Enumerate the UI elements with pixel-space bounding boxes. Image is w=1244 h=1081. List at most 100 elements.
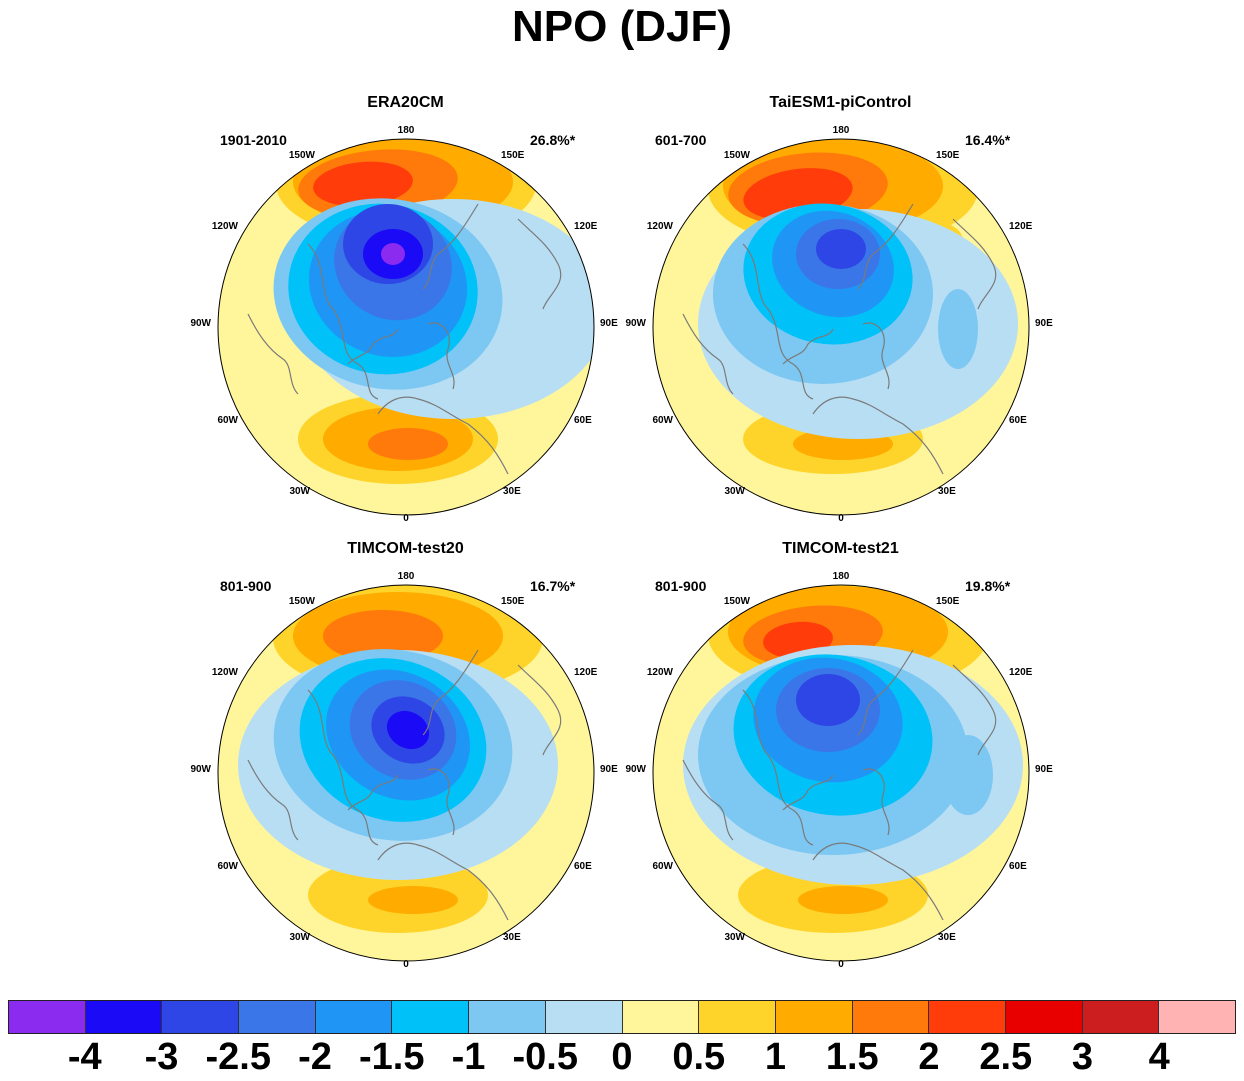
- colorbar-swatch: [929, 1001, 1006, 1033]
- map-boundary: [217, 138, 595, 516]
- contour-region: [381, 243, 405, 265]
- panel-variance: 16.4%*: [965, 132, 1011, 148]
- colorbar-swatch: [1159, 1001, 1235, 1033]
- longitude-label: 150W: [724, 596, 751, 607]
- longitude-label: 0: [838, 513, 844, 524]
- longitude-label: 30E: [938, 486, 956, 497]
- contour-region: [796, 674, 860, 726]
- longitude-label: 60E: [574, 415, 592, 426]
- coastline: [247, 313, 299, 395]
- longitude-label: 60W: [652, 415, 673, 426]
- colorbar-tick-label: -2.5: [205, 1036, 271, 1078]
- coastline: [862, 768, 890, 836]
- colorbar-tick-label: 3: [1071, 1036, 1094, 1078]
- longitude-label: 120W: [647, 667, 674, 678]
- longitude-label: 30E: [938, 932, 956, 943]
- contour-region: [368, 428, 448, 460]
- coastline: [857, 649, 914, 736]
- colorbar-swatch: [85, 1001, 163, 1033]
- coastline: [862, 322, 890, 390]
- panel-period: 801-900: [220, 578, 272, 594]
- field-layer: [218, 585, 594, 961]
- colorbar-labels: -4 -3 -2.5 -2 -1.5 -1 -0.5 0 0.5 1 1.5 2 2.5 3 4: [0, 1036, 1244, 1081]
- longitude-label: 0: [403, 513, 409, 524]
- polar-map: 180 0 150W 120W 90W 60W 30W 150E 120E 90E 60E 30E: [625, 571, 1053, 970]
- contour-region: [386, 710, 430, 750]
- longitude-label: 0: [403, 959, 409, 970]
- colorbar-swatch: [469, 1001, 546, 1033]
- longitude-label: 30W: [724, 932, 745, 943]
- longitude-label: 90E: [1035, 764, 1053, 775]
- contour-region: [943, 735, 993, 815]
- longitude-label: 120W: [212, 221, 239, 232]
- polar-map: 180 0 150W 120W 90W 60W 30W 150E 120E 90E 60E 30E: [625, 125, 1053, 524]
- contour-region: [938, 289, 978, 369]
- coastline: [742, 243, 814, 400]
- field-layer: [653, 139, 1029, 515]
- coastline: [517, 218, 562, 310]
- colorbar-tick-label: -0.5: [512, 1036, 578, 1078]
- longitude-label: 30W: [289, 932, 310, 943]
- longitude-label: 150W: [289, 150, 316, 161]
- colorbar-tick-label: 2: [918, 1036, 940, 1078]
- coastline: [307, 689, 379, 846]
- panel-variance: 26.8%*: [530, 132, 576, 148]
- field-layer: [218, 139, 594, 515]
- longitude-label: 120W: [212, 667, 239, 678]
- map-panel-taiesm1-picontrol: TaiESM1-piControl 601-700 16.4%* 180 0 150…: [623, 94, 1058, 539]
- longitude-label: 120E: [1009, 667, 1033, 678]
- colorbar-swatch: [162, 1001, 240, 1033]
- longitude-label: 60W: [652, 861, 673, 872]
- coastline: [427, 768, 455, 836]
- longitude-label: 120E: [1009, 221, 1033, 232]
- colorbar-tick-label: -3: [144, 1036, 179, 1078]
- map-boundary: [652, 584, 1030, 962]
- longitude-label: 90E: [600, 318, 618, 329]
- panel-period: 801-900: [655, 578, 707, 594]
- coastline: [782, 328, 834, 365]
- panel-period: 601-700: [655, 132, 707, 148]
- coastline: [347, 328, 399, 365]
- colorbar-swatch: [622, 1001, 700, 1033]
- colorbar-swatch: [775, 1001, 853, 1033]
- coastline: [682, 313, 734, 395]
- map-panel-era20cm: ERA20CM 1901-2010 26.8%* 180 0 150W 120W 90W…: [188, 94, 623, 539]
- coastline: [377, 842, 509, 921]
- longitude-label: 60E: [1009, 415, 1027, 426]
- field-layer: [653, 585, 1029, 961]
- longitude-label: 120W: [647, 221, 674, 232]
- coastline: [247, 759, 299, 841]
- longitude-label: 150E: [501, 150, 525, 161]
- coastline: [422, 203, 479, 290]
- coastline: [782, 774, 834, 811]
- longitude-label: 30W: [724, 486, 745, 497]
- map-panel-timcom-test21: TIMCOM-test21 801-900 19.8%* 180 0 150W 120…: [623, 540, 1058, 985]
- colorbar-swatch: [699, 1001, 776, 1033]
- panel-variance: 19.8%*: [965, 578, 1011, 594]
- longitude-label: 60E: [1009, 861, 1027, 872]
- colorbar-swatch: [315, 1001, 393, 1033]
- coastline: [857, 203, 914, 290]
- colorbar-tick-label: 4: [1148, 1036, 1170, 1078]
- longitude-label: 150E: [936, 596, 960, 607]
- longitude-label: 180: [398, 125, 415, 136]
- contour-region: [816, 229, 866, 269]
- longitude-label: 120E: [574, 221, 598, 232]
- coastline: [307, 243, 379, 400]
- colorbar-swatch: [239, 1001, 316, 1033]
- coastline: [742, 689, 814, 846]
- longitude-label: 180: [398, 571, 415, 582]
- longitude-label: 180: [833, 571, 850, 582]
- longitude-label: 150W: [724, 150, 751, 161]
- longitude-label: 30E: [503, 486, 521, 497]
- colorbar-swatch: [852, 1001, 930, 1033]
- longitude-label: 30E: [503, 932, 521, 943]
- longitude-label: 90E: [1035, 318, 1053, 329]
- coastline: [427, 322, 455, 390]
- coastline: [682, 759, 734, 841]
- contour-region: [313, 161, 413, 207]
- coastline: [517, 664, 562, 756]
- colorbar-tick-label: 2.5: [979, 1036, 1033, 1078]
- longitude-label: 90W: [625, 764, 646, 775]
- colorbar-tick-label: -1: [451, 1036, 486, 1078]
